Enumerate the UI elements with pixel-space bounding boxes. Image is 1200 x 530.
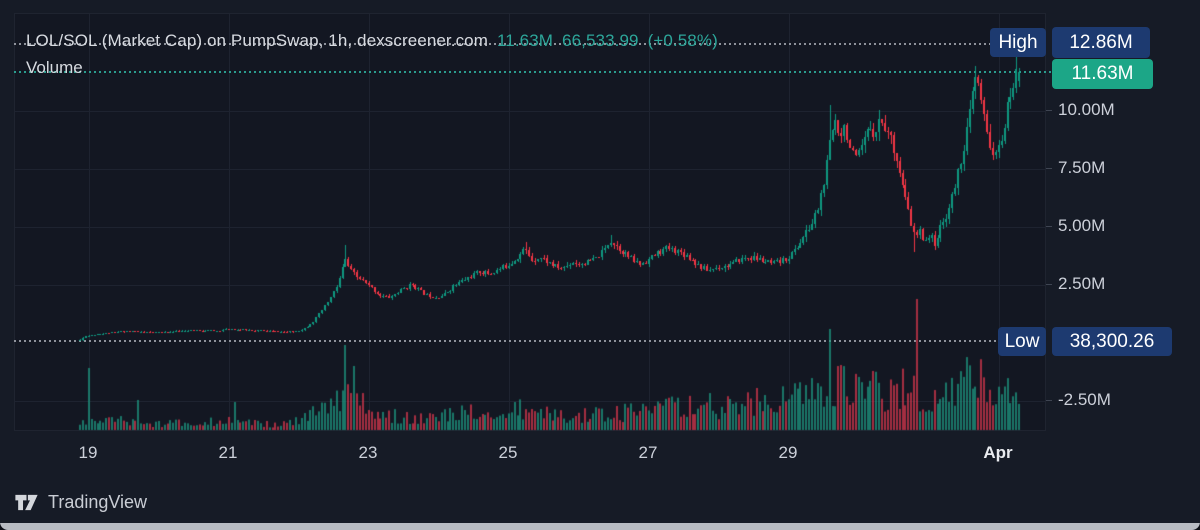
candlestick-volume-canvas[interactable]: [14, 13, 1046, 431]
change-percent: (+0.58%): [647, 31, 718, 50]
low-badge-value: 38,300.26: [1052, 327, 1172, 356]
tradingview-brand-text: TradingView: [48, 491, 148, 512]
current-price-badge: 11.63M: [1052, 59, 1153, 89]
x-axis-label: 25: [498, 443, 518, 462]
y-axis-label: -2.50M: [1058, 390, 1111, 409]
y-axis-tick: [1046, 284, 1052, 285]
x-axis-label: 19: [78, 443, 98, 462]
market-cap-value: 11.63M: [497, 31, 554, 50]
chart-title: LOL/SOL (Market Cap) on PumpSwap, 1h, de…: [26, 31, 488, 50]
tradingview-attribution[interactable]: TradingView: [14, 484, 147, 520]
volume-indicator-label: Volume: [26, 58, 83, 77]
x-axis-label: 29: [778, 443, 798, 462]
x-axis-label: Apr: [983, 443, 1013, 462]
x-axis-label: 23: [358, 443, 378, 462]
window-bottom-edge: [0, 523, 1200, 530]
high-badge-value: 12.86M: [1052, 27, 1150, 58]
y-axis-label: 5.00M: [1058, 216, 1106, 235]
x-axis-label: 21: [218, 443, 238, 462]
y-axis-tick: [1046, 400, 1052, 401]
y-axis-label: 2.50M: [1058, 274, 1106, 293]
low-badge-label: Low: [998, 327, 1046, 356]
y-axis-tick: [1046, 168, 1052, 169]
last-price-value: 66,533.99: [562, 31, 639, 50]
y-axis-label: 7.50M: [1058, 158, 1106, 177]
y-axis-tick: [1046, 110, 1052, 111]
high-badge-label: High: [990, 28, 1046, 57]
y-axis-tick: [1046, 226, 1052, 227]
y-axis-label: 10.00M: [1058, 100, 1115, 119]
x-axis-label: 27: [638, 443, 658, 462]
chart-title-row: LOL/SOL (Market Cap) on PumpSwap, 1h, de…: [26, 31, 718, 51]
tradingview-logo-icon: [14, 492, 39, 513]
